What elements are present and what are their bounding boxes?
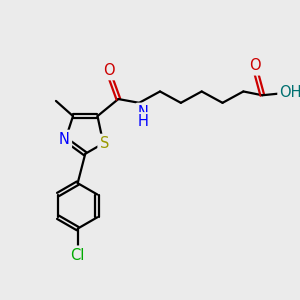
Text: OH: OH (280, 85, 300, 100)
Text: N: N (137, 105, 148, 120)
Text: Cl: Cl (70, 248, 85, 262)
Text: N: N (59, 132, 70, 147)
Text: O: O (103, 63, 115, 78)
Text: O: O (249, 58, 260, 74)
Text: S: S (100, 136, 109, 151)
Text: H: H (137, 114, 148, 129)
